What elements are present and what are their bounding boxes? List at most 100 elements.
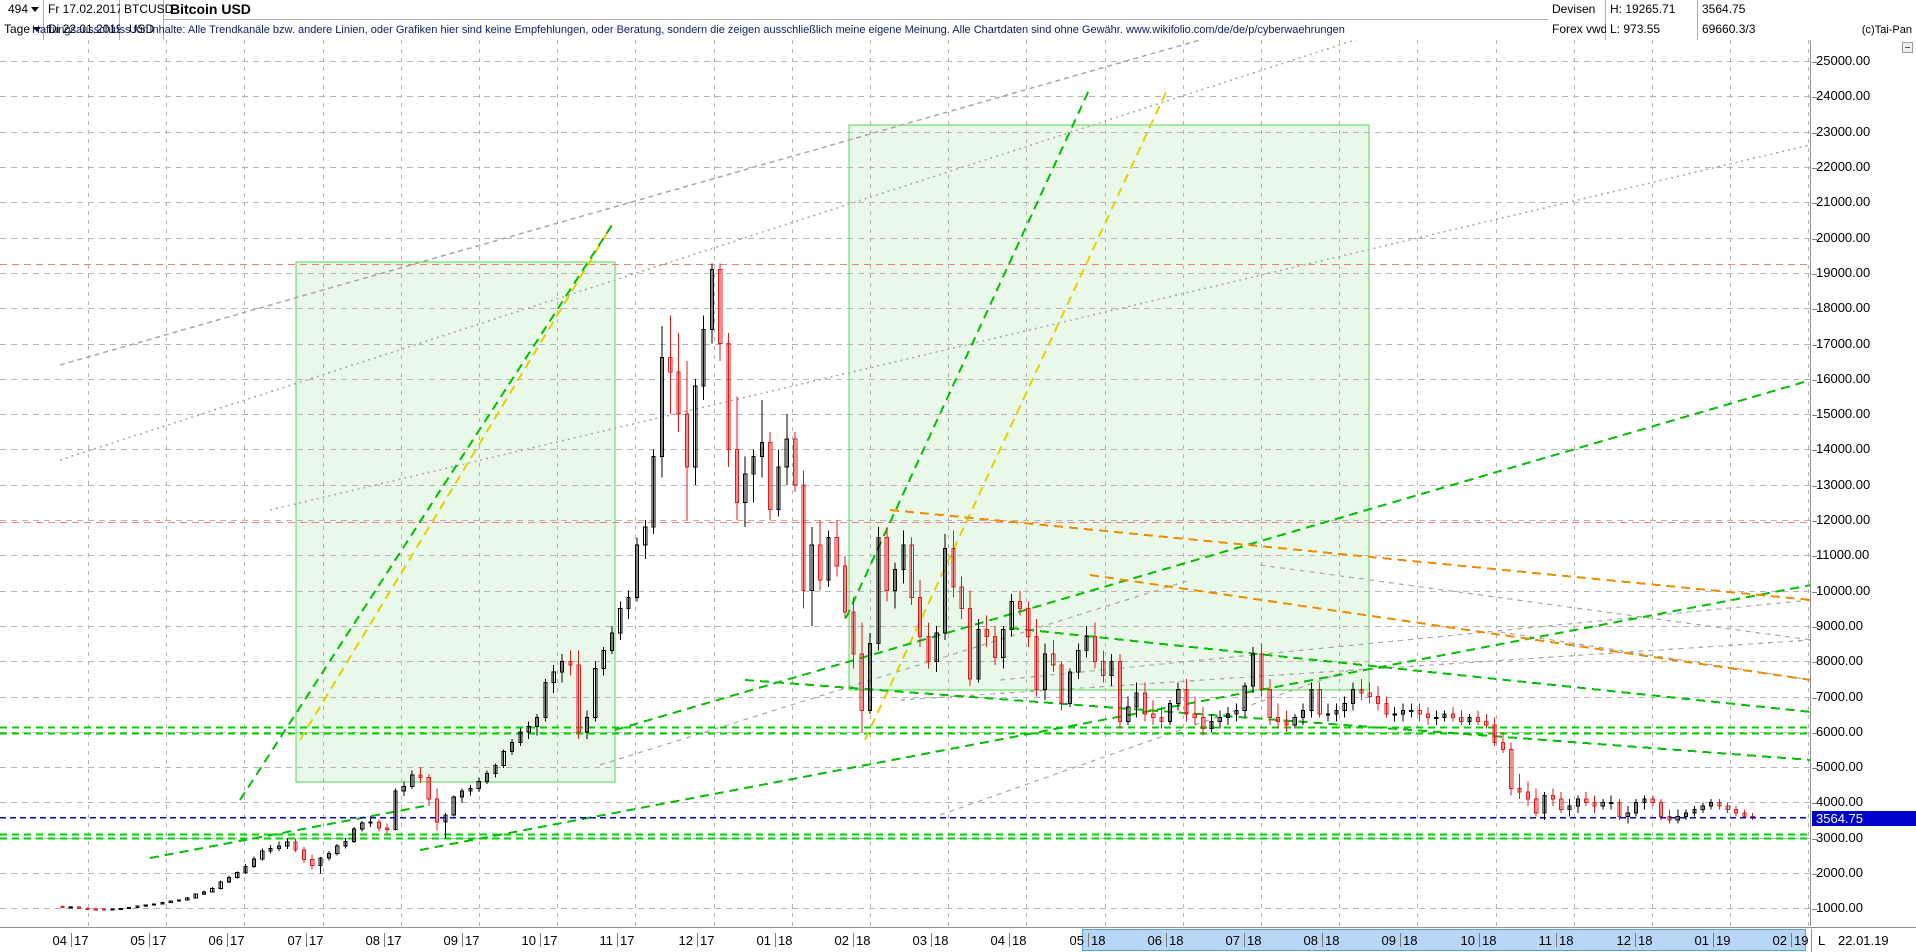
gray-channel-mid xyxy=(59,40,1358,461)
candle xyxy=(734,396,739,521)
candle xyxy=(1525,781,1531,806)
candle xyxy=(1367,682,1372,704)
candle xyxy=(360,820,365,832)
candle xyxy=(1550,788,1555,806)
candle xyxy=(293,838,298,852)
price-tick-3000: 3000.00 xyxy=(1816,829,1863,845)
candle xyxy=(1350,682,1356,711)
gray-support-rising xyxy=(899,639,1810,701)
candle xyxy=(1425,707,1431,725)
gray-diag-b xyxy=(939,669,1351,816)
candle xyxy=(626,590,631,619)
price-tick-mark xyxy=(1812,697,1817,699)
horizontal-gridlines xyxy=(0,61,1810,909)
candle xyxy=(1292,714,1297,729)
candle xyxy=(1226,707,1231,725)
chart-plot-area[interactable] xyxy=(0,40,1811,926)
date-range-selection[interactable] xyxy=(1082,929,1806,951)
chart-canvas[interactable] xyxy=(0,40,1810,926)
price-tick-mark xyxy=(1812,767,1817,769)
price-tick-23000: 23000.00 xyxy=(1816,123,1871,139)
candle xyxy=(385,823,390,835)
candle xyxy=(551,664,556,694)
date-axis[interactable]: L 22.01.19 04 17 05 17 06 17 07 17 08 17 09 17 10 17 1… xyxy=(0,927,1916,952)
source-sublabel: Forex vwd xyxy=(1548,20,1607,40)
price-axis[interactable]: 25000.00 24000.00 23000.00 22000.00 21000.00… xyxy=(1812,40,1916,926)
candle xyxy=(1300,703,1306,725)
candle xyxy=(584,710,590,739)
date-tick-0218: 02 18 xyxy=(834,933,871,948)
candle xyxy=(934,625,939,672)
source-label: Devisen xyxy=(1548,0,1606,20)
candle xyxy=(942,534,948,641)
candle xyxy=(1667,809,1672,824)
candle xyxy=(1142,682,1147,722)
candle xyxy=(310,854,315,870)
bars-count-selector[interactable]: 494 xyxy=(0,0,44,20)
volume-value: 69660.3/3 xyxy=(1698,20,1916,40)
candle xyxy=(201,890,207,895)
axis-divider xyxy=(1811,929,1812,952)
candle xyxy=(1742,809,1747,819)
toolbar-row-1 xyxy=(0,0,1916,20)
candle xyxy=(1259,643,1264,697)
date-tick-0918: 09 18 xyxy=(1381,933,1418,948)
price-tick-mark xyxy=(1812,167,1817,169)
price-tick-mark xyxy=(1812,202,1817,204)
date-tick-0717: 07 17 xyxy=(287,933,324,948)
candle xyxy=(576,650,581,739)
candle xyxy=(726,332,731,468)
currency-field[interactable]: USD xyxy=(120,20,164,40)
candle xyxy=(834,520,839,577)
candle xyxy=(176,899,182,902)
price-tick-mark xyxy=(1812,414,1817,416)
candle xyxy=(784,414,789,485)
disclaimer-text: Haftungsausschluss für Inhalte: Alle Tre… xyxy=(32,24,1345,36)
candle xyxy=(160,901,165,905)
candle xyxy=(1126,696,1131,725)
date-from-field[interactable]: Fr 17.02.2017 xyxy=(44,0,123,20)
last-price-value: 3564.75 xyxy=(1698,0,1916,20)
candle xyxy=(318,857,323,874)
candle xyxy=(609,625,615,655)
candle xyxy=(976,618,981,683)
candle xyxy=(285,837,290,850)
price-tick-mark xyxy=(1812,449,1817,451)
candle xyxy=(809,527,814,626)
candle xyxy=(618,601,623,641)
date-to-field[interactable]: Di 22.01.2019 xyxy=(44,20,123,40)
price-tick-1000: 1000.00 xyxy=(1816,899,1863,915)
candle xyxy=(93,907,98,911)
candle xyxy=(684,361,690,521)
candle xyxy=(1650,795,1655,806)
date-tick-0617: 06 17 xyxy=(208,933,245,948)
resistance-lines xyxy=(0,263,1810,524)
candle xyxy=(68,906,73,909)
symbol-field[interactable]: BTCUSD xyxy=(120,0,173,20)
candle xyxy=(1409,703,1414,718)
candle xyxy=(226,875,232,883)
price-tick-mark xyxy=(1812,591,1817,593)
candle xyxy=(1034,618,1039,697)
candle xyxy=(1176,682,1181,711)
interval-selector[interactable]: Tage xyxy=(0,20,44,40)
candle xyxy=(1209,714,1214,732)
candle xyxy=(1134,682,1139,718)
candle xyxy=(1492,717,1497,746)
candle xyxy=(859,622,864,732)
candle xyxy=(1575,795,1580,814)
chevron-down-icon[interactable] xyxy=(33,26,42,32)
candle xyxy=(410,770,415,790)
orange-down-upper xyxy=(889,509,1810,601)
price-tick-mark xyxy=(1812,661,1817,663)
candle xyxy=(1101,650,1106,683)
period-low-value: L: 973.55 xyxy=(1606,20,1698,40)
candle xyxy=(1717,798,1722,810)
candle xyxy=(1450,707,1456,722)
candle xyxy=(168,900,173,904)
minimize-icon[interactable] xyxy=(1902,42,1913,53)
candle xyxy=(1684,809,1689,821)
candle xyxy=(851,597,856,669)
candle xyxy=(1159,707,1164,729)
chevron-down-icon[interactable] xyxy=(31,6,39,12)
